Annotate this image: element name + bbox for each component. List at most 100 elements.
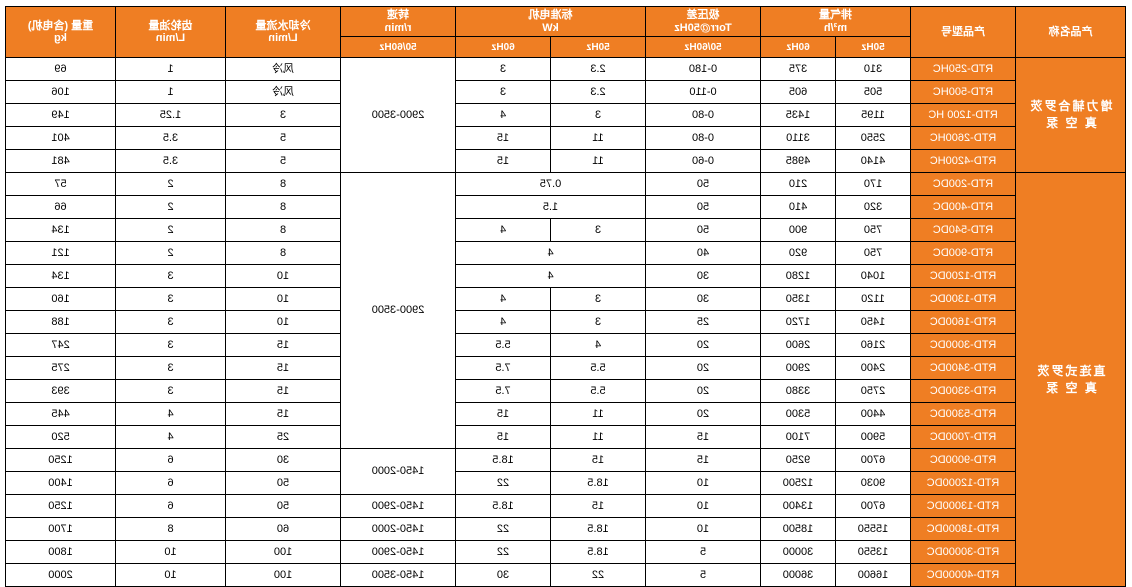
table-cell: 410 (761, 196, 836, 219)
table-cell: 6 (116, 472, 226, 495)
table-cell: 16600 (836, 564, 911, 587)
table-cell: 3.5 (116, 127, 226, 150)
table-cell: 121 (6, 242, 116, 265)
table-cell: 1.25 (116, 104, 226, 127)
table-cell: 310 (836, 58, 911, 81)
speed-cell: 1450-2900 (341, 495, 456, 518)
model-cell: RTD-400DC (911, 196, 1016, 219)
table-cell: 7100 (761, 426, 836, 449)
table-cell: 5 (646, 564, 761, 587)
table-cell: 2 (116, 219, 226, 242)
table-cell: 8 (226, 196, 341, 219)
table-cell: 18500 (761, 518, 836, 541)
table-cell: 22 (551, 564, 646, 587)
table-row: RTD-1300DC112013503034103160 (6, 288, 1126, 311)
table-cell: 风冷 (226, 58, 341, 81)
table-cell: 4140 (836, 150, 911, 173)
table-cell: 1250 (6, 449, 116, 472)
table-cell: 3 (116, 265, 226, 288)
table-cell: 20 (646, 334, 761, 357)
table-cell: 0.75 (456, 173, 646, 196)
table-cell: 1350 (761, 288, 836, 311)
table-cell: 520 (6, 426, 116, 449)
table-cell: 3110 (761, 127, 836, 150)
table-row: RTD-2600HC255031100-80111553.5401 (6, 127, 1126, 150)
table-row: RTD-900DC75092040482121 (6, 242, 1126, 265)
hdr-oil: 齿轮油量L/min (116, 7, 226, 58)
table-row: RTD-3000DC216026002045.5153247 (6, 334, 1126, 357)
table-cell: 2900 (761, 357, 836, 380)
table-cell: 30000 (761, 541, 836, 564)
model-cell: RTD-3400DC (911, 357, 1016, 380)
hdr-speed-sub: 50/60Hz (341, 37, 456, 58)
table-cell: 3 (116, 334, 226, 357)
speed-cell: 2900-3500 (341, 173, 456, 449)
table-row: 直连式罗茨真 空 泵RTD-200DC170210500.752900-3500… (6, 173, 1126, 196)
table-cell: 210 (761, 173, 836, 196)
table-cell: 1120 (836, 288, 911, 311)
table-cell: 10 (116, 541, 226, 564)
table-cell: 50 (226, 472, 341, 495)
hdr-press-sub: 50/60Hz (646, 37, 761, 58)
hdr-cool: 冷却水流量L/min (226, 7, 341, 58)
table-cell: 100 (226, 541, 341, 564)
table-cell: 4 (116, 403, 226, 426)
table-cell: 18.5 (551, 472, 646, 495)
table-cell: 4 (456, 242, 646, 265)
model-cell: RTD-1200DC (911, 265, 1016, 288)
table-cell: 15 (456, 426, 551, 449)
table-cell: 15 (551, 495, 646, 518)
table-cell: 6 (116, 495, 226, 518)
table-cell: 6700 (836, 449, 911, 472)
table-cell: 3 (116, 288, 226, 311)
speed-cell: 2900-3500 (341, 58, 456, 173)
table-cell: 1720 (761, 311, 836, 334)
table-cell: 30 (646, 288, 761, 311)
model-cell: RTD-200DC (911, 173, 1016, 196)
model-cell: RTD-30000DC (911, 541, 1016, 564)
table-cell: 7.5 (456, 357, 551, 380)
table-cell: 5900 (836, 426, 911, 449)
table-cell: 3 (456, 58, 551, 81)
model-cell: RTD-13000DC (911, 495, 1016, 518)
table-cell: 20 (646, 357, 761, 380)
table-cell: 18.5 (551, 541, 646, 564)
table-cell: 4 (456, 219, 551, 242)
hdr-disp: 排气量m³/h (761, 7, 911, 37)
model-cell: RTD-1600DC (911, 311, 1016, 334)
table-cell: 9030 (836, 472, 911, 495)
table-cell: 13550 (836, 541, 911, 564)
table-cell: 750 (836, 219, 911, 242)
table-cell: 8 (226, 173, 341, 196)
model-cell: RTD-500HC (911, 81, 1016, 104)
table-cell: 0-110 (646, 81, 761, 104)
product-name: 直连式罗茨真 空 泵 (1016, 173, 1126, 587)
table-cell: 15 (456, 150, 551, 173)
speed-cell: 1450-2000 (341, 518, 456, 541)
table-cell: 5 (226, 127, 341, 150)
table-row: RTD-3400DC24002900205.57.5153275 (6, 357, 1126, 380)
table-cell: 30 (646, 265, 761, 288)
table-cell: 134 (6, 219, 116, 242)
table-cell: 2 (116, 242, 226, 265)
table-cell: 40 (646, 242, 761, 265)
table-cell: 15 (456, 127, 551, 150)
table-cell: 15550 (836, 518, 911, 541)
table-cell: 1 (116, 81, 226, 104)
model-cell: RTD-9000DC (911, 449, 1016, 472)
table-cell: 1.5 (456, 196, 646, 219)
table-cell: 25 (226, 426, 341, 449)
table-cell: 3 (551, 311, 646, 334)
table-cell: 30 (226, 449, 341, 472)
table-cell: 3.5 (116, 150, 226, 173)
hdr-speed: 转速r/min (341, 7, 456, 37)
table-cell: 1450 (836, 311, 911, 334)
table-cell: 60 (226, 518, 341, 541)
table-row: RTD-4200HC414049850-60111553.5481 (6, 150, 1126, 173)
model-cell: RTD-18000DC (911, 518, 1016, 541)
table-cell: 3 (551, 288, 646, 311)
hdr-name: 产品名称 (1016, 7, 1126, 58)
table-cell: 10 (646, 518, 761, 541)
table-cell: 11 (551, 403, 646, 426)
table-cell: 20 (646, 380, 761, 403)
